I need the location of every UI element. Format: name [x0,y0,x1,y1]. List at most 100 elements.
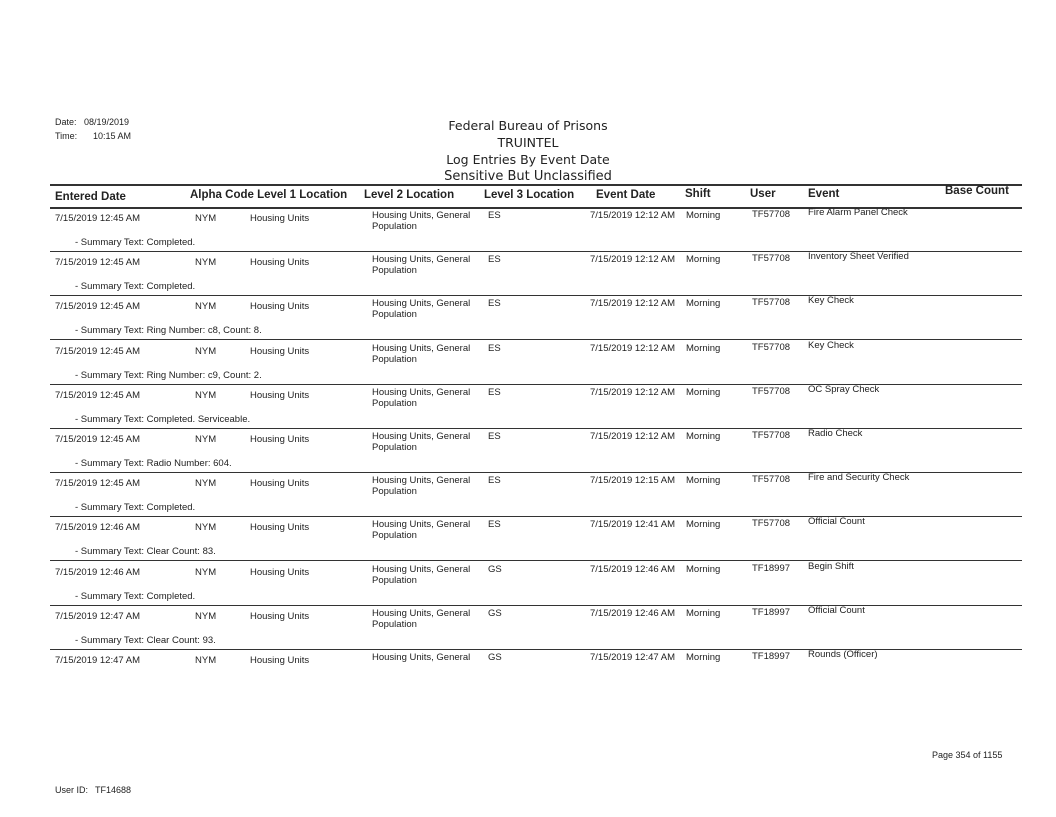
cell-user: TF57708 [752,209,791,220]
cell-l2a: Housing Units, General [372,386,471,398]
cell-event-date: 7/15/2019 12:47 AM [590,652,676,663]
cell-event-date: 7/15/2019 12:41 AM [590,519,676,531]
summary-text: - Summary Text: Completed. [75,281,196,293]
cell-shift: Morning [686,210,721,221]
row-divider [50,251,1022,252]
title-system: TRUINTEL [497,135,559,150]
cell-event-date: 7/15/2019 12:12 AM [590,210,676,221]
col-user: User [750,188,776,200]
cell-l2b: Population [372,265,417,277]
col-shift: Shift [685,188,711,200]
cell-l2b: Population [372,353,417,365]
cell-l3: ES [488,431,501,442]
table-row: 7/15/2019 12:45 AM NYM Housing Units Housin… [0,472,1056,518]
cell-event-date: 7/15/2019 12:12 AM [590,254,676,266]
cell-entered: 7/15/2019 12:45 AM [55,434,141,445]
cell-event: Rounds (Officer) [808,649,878,660]
summary-text: - Summary Text: Clear Count: 93. [75,634,216,646]
cell-user: TF57708 [752,297,791,309]
cell-user: TF57708 [752,518,791,530]
cell-l1: Housing Units [250,522,310,534]
cell-alpha: NYM [195,522,217,534]
col-base-count: Base Count [945,185,1009,197]
cell-event-date: 7/15/2019 12:12 AM [590,298,676,310]
table-row: 7/15/2019 12:45 AM NYM Housing Units Housin… [0,384,1056,430]
table-row: 7/15/2019 12:46 AM NYM Housing Units Housin… [0,561,1056,607]
cell-l1: Housing Units [250,655,310,666]
cell-l1: Housing Units [250,478,310,490]
cell-l2a: Housing Units, General [372,607,471,619]
cell-shift: Morning [686,342,721,354]
summary-text: - Summary Text: Completed. [75,237,196,248]
title-classification: Sensitive But Unclassified [444,169,612,184]
report-time: 10:15 AM [93,131,132,141]
cell-event-date: 7/15/2019 12:12 AM [590,386,676,398]
table-row: 7/15/2019 12:45 AM NYM Housing Units Housin… [0,340,1056,386]
cell-l2a: Housing Units, General [372,210,471,221]
cell-shift: Morning [686,386,721,398]
cell-l3: ES [488,386,501,398]
cell-l1: Housing Units [250,610,310,622]
table-row: 7/15/2019 12:46 AM NYM Housing Units Housin… [0,516,1056,562]
cell-alpha: NYM [195,478,217,490]
cell-shift: Morning [686,431,721,442]
cell-l2b: Population [372,574,417,586]
row-divider [50,339,1022,341]
cell-l3: ES [488,254,501,266]
cell-entered: 7/15/2019 12:47 AM [55,610,141,622]
cell-l2a: Housing Units, General [372,563,471,575]
col-alpha-code: Alpha Code Level 1 Location [190,189,348,201]
cell-user: TF57708 [752,341,791,353]
col-event: Event [808,188,840,200]
cell-user: TF18997 [752,606,791,618]
cell-event: Radio Check [808,428,863,439]
cell-entered: 7/15/2019 12:46 AM [55,566,141,578]
title-agency: Federal Bureau of Prisons [448,118,608,133]
cell-l2b: Population [372,397,417,409]
summary-text: - Summary Text: Completed. [75,590,196,602]
cell-l2a: Housing Units, General [372,519,471,531]
row-divider [50,604,1022,606]
cell-entered: 7/15/2019 12:45 AM [55,213,141,224]
cell-user: TF18997 [752,651,791,662]
row-divider [50,516,1022,518]
cell-user: TF18997 [752,562,791,574]
cell-l3: ES [488,475,501,487]
cell-l1: Housing Units [250,566,310,578]
header-top-rule [50,184,1022,186]
title-report: Log Entries By Event Date [446,152,610,167]
summary-text: - Summary Text: Completed. Serviceable. [75,413,251,425]
cell-event-date: 7/15/2019 12:12 AM [590,342,676,354]
cell-event-date: 7/15/2019 12:12 AM [590,431,676,442]
cell-shift: Morning [686,607,721,619]
cell-entered: 7/15/2019 12:45 AM [55,345,141,357]
cell-event: Key Check [808,339,854,351]
col-event-date: Event Date [596,189,656,201]
cell-event: OC Spray Check [808,383,880,395]
table-row: 7/15/2019 12:47 AM NYM Housing Units Housin… [0,649,1056,695]
cell-l2a: Housing Units, General [372,298,471,310]
cell-shift: Morning [686,563,721,575]
cell-l1: Housing Units [250,434,310,445]
cell-shift: Morning [686,519,721,531]
cell-l2a: Housing Units, General [372,342,471,354]
time-label: Time: [55,131,78,141]
cell-entered: 7/15/2019 12:45 AM [55,301,141,313]
table-row: 7/15/2019 12:45 AM NYM Housing Units Housin… [0,428,1056,474]
col-entered-date: Entered Date [55,191,126,203]
cell-l3: GS [488,607,502,619]
cell-event-date: 7/15/2019 12:46 AM [590,563,676,575]
cell-l2b: Population [372,530,417,542]
cell-event: Key Check [808,295,854,307]
header-bottom-rule [50,207,1022,209]
cell-l3: ES [488,519,501,531]
cell-shift: Morning [686,652,721,663]
cell-shift: Morning [686,254,721,266]
cell-user: TF57708 [752,385,791,397]
cell-entered: 7/15/2019 12:47 AM [55,655,141,666]
cell-alpha: NYM [195,434,217,445]
cell-alpha: NYM [195,257,217,269]
cell-l3: ES [488,210,501,221]
cell-l2b: Population [372,618,417,630]
